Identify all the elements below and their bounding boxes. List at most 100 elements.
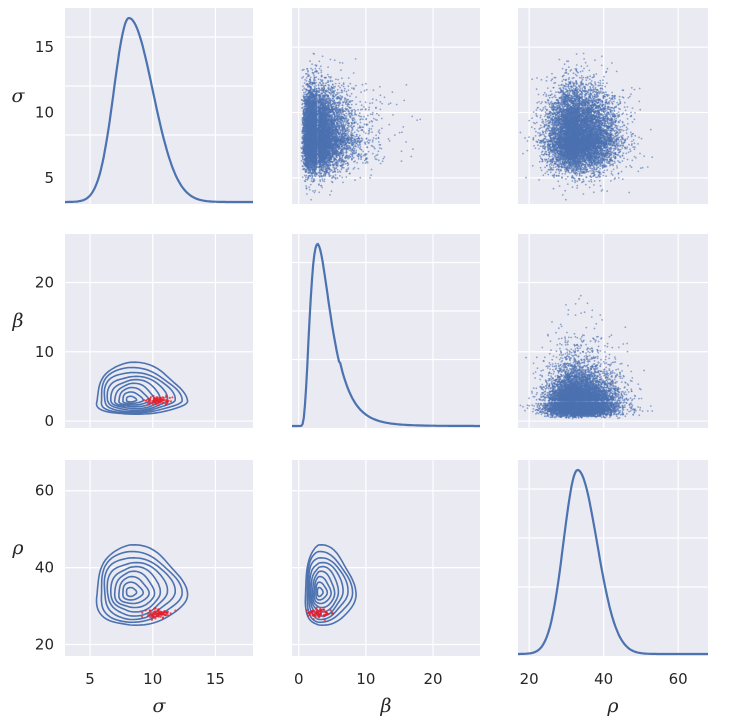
scatter-point bbox=[331, 102, 334, 105]
scatter-point bbox=[357, 127, 360, 129]
scatter-point bbox=[336, 88, 339, 91]
kde-curve-2 bbox=[518, 468, 708, 656]
scatter-point bbox=[347, 98, 350, 101]
scatter-point bbox=[306, 193, 308, 195]
scatter-point bbox=[323, 91, 325, 94]
scatter-point bbox=[345, 93, 348, 96]
scatter-point bbox=[355, 135, 358, 138]
scatter-point bbox=[315, 76, 318, 79]
scatter-point bbox=[357, 108, 359, 111]
scatter-point bbox=[372, 117, 375, 120]
scatter-point bbox=[371, 131, 373, 134]
scatter-point bbox=[330, 190, 333, 193]
scatter-point bbox=[339, 175, 341, 177]
scatter-point bbox=[304, 78, 307, 81]
scatter-point bbox=[410, 155, 413, 158]
scatter-point bbox=[402, 126, 405, 128]
scatter-point bbox=[371, 152, 374, 155]
scatter-point bbox=[351, 99, 354, 102]
scatter-point bbox=[370, 168, 373, 171]
scatter-point bbox=[403, 99, 406, 102]
scatter-point bbox=[381, 160, 384, 163]
scatter-point bbox=[346, 127, 348, 129]
scatter-point bbox=[343, 87, 346, 90]
scatter-point bbox=[335, 166, 338, 169]
scatter-point bbox=[365, 88, 368, 91]
scatter-point bbox=[341, 77, 343, 80]
scatter-point bbox=[358, 134, 361, 137]
scatter-point bbox=[353, 111, 356, 113]
scatter-point bbox=[367, 114, 369, 117]
scatter-point bbox=[356, 123, 359, 125]
scatter-point bbox=[310, 67, 312, 70]
scatter-point bbox=[368, 106, 371, 109]
scatter-point bbox=[323, 178, 326, 181]
scatter-point bbox=[360, 137, 363, 140]
scatter-point bbox=[345, 176, 348, 179]
scatter-point bbox=[357, 158, 360, 160]
scatter-point bbox=[313, 191, 316, 194]
scatter-point bbox=[357, 146, 360, 148]
scatter-point bbox=[353, 119, 356, 121]
scatter-point bbox=[368, 130, 370, 132]
scatter-point bbox=[303, 91, 305, 94]
scatter-point bbox=[379, 94, 382, 97]
scatter-point bbox=[400, 160, 403, 163]
scatter-point bbox=[370, 128, 373, 130]
scatter-point bbox=[337, 78, 339, 81]
scatter-point bbox=[362, 118, 364, 120]
scatter-point bbox=[320, 71, 323, 74]
scatter-point bbox=[353, 147, 356, 150]
scatter-point bbox=[324, 84, 327, 87]
scatter-point bbox=[339, 94, 342, 97]
scatter-point bbox=[330, 93, 332, 96]
scatter-point bbox=[377, 159, 380, 162]
scatter-point bbox=[337, 85, 340, 87]
scatter-point bbox=[381, 127, 383, 130]
scatter-point bbox=[353, 131, 356, 134]
scatter-point bbox=[325, 82, 327, 85]
scatter-point bbox=[398, 131, 401, 134]
scatter-point bbox=[376, 153, 379, 156]
scatter-point bbox=[369, 113, 372, 116]
scatter-point bbox=[304, 91, 307, 94]
scatter-point bbox=[339, 61, 341, 64]
scatter-point bbox=[373, 156, 376, 158]
scatter-point bbox=[345, 115, 348, 117]
scatter-point bbox=[347, 89, 350, 92]
scatter-point bbox=[349, 82, 352, 85]
scatter-point bbox=[377, 150, 380, 153]
scatter-point bbox=[321, 180, 324, 182]
panel-background-0-2 bbox=[518, 8, 708, 204]
scatter-point bbox=[334, 174, 337, 176]
scatter-point bbox=[369, 102, 371, 105]
scatter-point bbox=[378, 114, 380, 117]
scatter-point bbox=[369, 139, 371, 142]
scatter-point bbox=[368, 108, 370, 111]
scatter-point bbox=[360, 158, 362, 161]
scatter-point bbox=[312, 190, 314, 192]
scatter-point bbox=[411, 115, 414, 118]
scatter-point bbox=[393, 134, 396, 137]
scatter-point bbox=[379, 143, 382, 146]
scatter-point bbox=[380, 147, 383, 150]
scatter-point bbox=[331, 171, 334, 174]
scatter-point bbox=[330, 180, 333, 183]
scatter-point bbox=[354, 144, 357, 147]
scatter-point bbox=[353, 88, 355, 90]
scatter-point bbox=[351, 87, 353, 89]
scatter-point bbox=[315, 84, 317, 87]
scatter-point bbox=[305, 174, 308, 177]
scatter-point bbox=[313, 85, 316, 88]
scatter-panel-0 bbox=[300, 52, 422, 201]
scatter-point bbox=[350, 103, 353, 106]
scatter-point bbox=[355, 96, 357, 98]
scatter-point bbox=[308, 188, 311, 191]
scatter-point bbox=[304, 178, 307, 181]
scatter-point bbox=[387, 103, 390, 105]
scatter-point bbox=[355, 103, 357, 106]
scatter-point bbox=[354, 58, 357, 60]
scatter-point bbox=[301, 89, 304, 91]
scatter-point bbox=[373, 147, 376, 150]
